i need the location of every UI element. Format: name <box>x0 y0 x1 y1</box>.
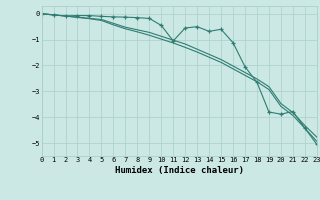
X-axis label: Humidex (Indice chaleur): Humidex (Indice chaleur) <box>115 166 244 175</box>
